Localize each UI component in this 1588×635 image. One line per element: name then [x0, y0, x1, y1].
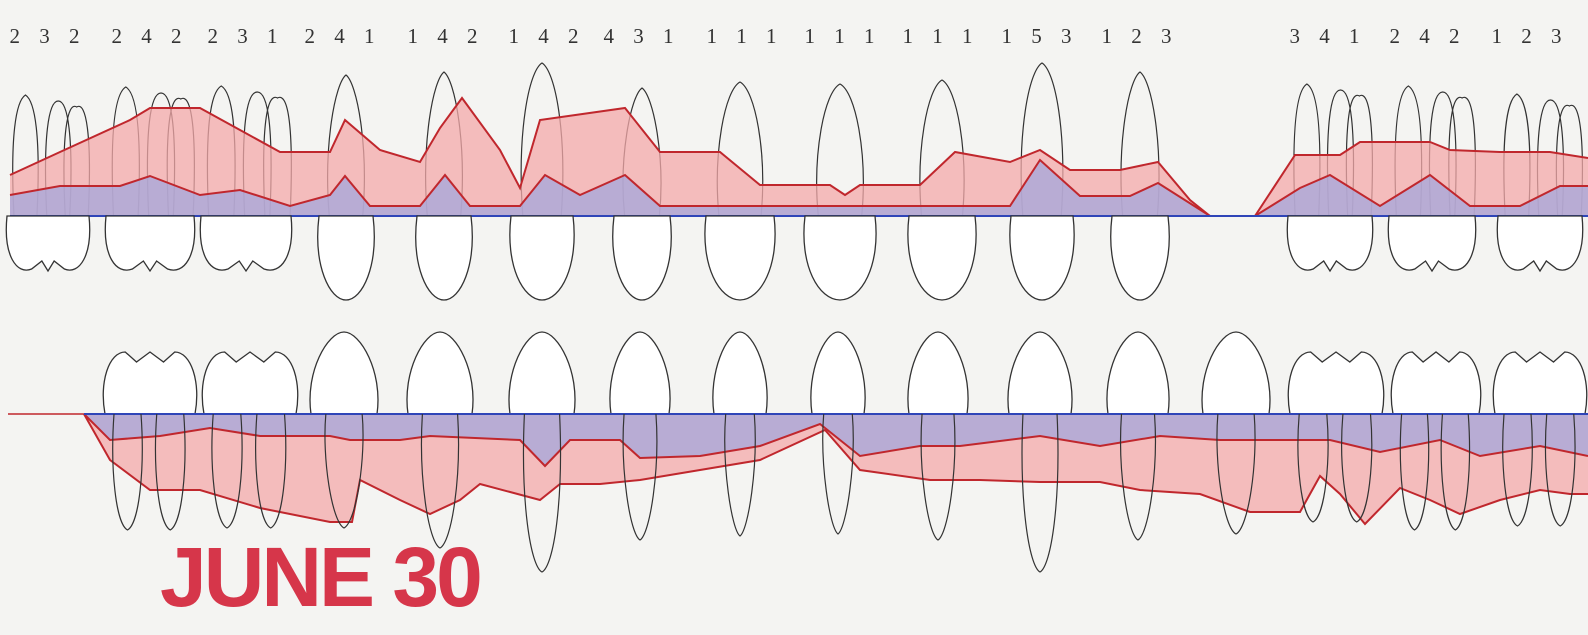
lower-root [920, 413, 956, 541]
probing-depth-label: 1 2 3 [1492, 24, 1569, 48]
probing-depth-label: 3 4 1 [1290, 24, 1367, 48]
upper-tooth-crowns [5, 215, 1584, 301]
upper-crown [1496, 215, 1584, 273]
lower-crown [309, 331, 379, 415]
lower-root [1440, 413, 1471, 531]
upper-crown [803, 215, 877, 301]
lower-crown [406, 331, 474, 415]
upper-crown [509, 215, 575, 301]
upper-recession-fill [10, 98, 1588, 216]
probing-depth-label: 1 5 3 [1002, 24, 1079, 48]
probing-depth-label: 1 1 1 [707, 24, 784, 48]
upper-crown [199, 215, 293, 273]
upper-root [816, 83, 864, 217]
probing-depth-labels: 2 3 2 2 4 2 2 3 1 2 4 1 1 4 2 1 4 2 4 3 1 1 1 1… [10, 24, 1569, 48]
probing-depth-label: 2 4 2 [112, 24, 189, 48]
lower-crown [1492, 351, 1588, 415]
upper-crown [907, 215, 977, 301]
upper-crown [5, 215, 91, 273]
lower-crown [907, 331, 969, 415]
lower-root [211, 413, 243, 529]
lower-root [154, 413, 186, 531]
lower-root [1120, 413, 1156, 541]
lower-attachment-line [83, 413, 1588, 526]
lower-root [1297, 413, 1329, 523]
lower-root [822, 413, 854, 535]
probing-depth-label: 2 4 1 [305, 24, 382, 48]
lower-root [724, 413, 756, 537]
upper-crown [1009, 215, 1075, 301]
lower-root [622, 413, 658, 541]
upper-crown [317, 215, 375, 301]
lower-root [324, 413, 364, 529]
lower-pocket-fill [84, 414, 1588, 466]
upper-root [1020, 62, 1064, 217]
upper-crown [415, 215, 473, 301]
lower-probing-line [83, 413, 1588, 468]
lower-crown [712, 331, 768, 415]
lower-root [1341, 413, 1373, 523]
upper-crown [704, 215, 776, 301]
upper-probing-line [9, 158, 1588, 217]
lower-crown [1201, 331, 1271, 415]
lower-tooth-roots [112, 413, 1576, 573]
probing-depth-label: 4 3 1 [604, 24, 681, 48]
lower-root [1216, 413, 1256, 535]
upper-crown [104, 215, 196, 273]
upper-crown [1110, 215, 1170, 301]
upper-pocket-fill [10, 160, 1588, 216]
lower-root [1544, 413, 1576, 527]
date-caption: JUNE 30 [160, 530, 483, 624]
lower-recession-areas [8, 413, 1588, 526]
upper-root [12, 94, 39, 217]
lower-crown [1106, 331, 1170, 415]
lower-crown [102, 351, 198, 415]
lower-tooth-crowns [102, 331, 1588, 415]
probing-depth-label: 1 1 1 [805, 24, 882, 48]
probing-depth-label: 1 4 2 [408, 24, 485, 48]
lower-crown [1287, 351, 1385, 415]
lower-recession-fill [84, 414, 1588, 524]
probing-depth-label: 2 4 2 [1390, 24, 1467, 48]
lower-root [420, 413, 460, 549]
lower-crown [201, 351, 299, 415]
lower-crown [1390, 351, 1482, 415]
probing-depth-label: 2 3 2 [10, 24, 87, 48]
upper-crown [1286, 215, 1374, 273]
upper-attachment-line [9, 96, 1588, 217]
probing-depth-label: 1 1 1 [903, 24, 980, 48]
lower-root [112, 413, 143, 531]
probing-depth-label: 2 3 1 [208, 24, 285, 48]
lower-root [522, 413, 562, 573]
upper-root [1293, 83, 1321, 217]
lower-crown [609, 331, 671, 415]
upper-crown [1387, 215, 1477, 273]
lower-crown [1007, 331, 1073, 415]
lower-crown [508, 331, 576, 415]
lower-root [1399, 413, 1430, 531]
upper-crown [612, 215, 672, 301]
lower-root [255, 413, 287, 529]
probing-depth-label: 1 2 3 [1102, 24, 1179, 48]
lower-root [1021, 413, 1059, 573]
lower-root [1502, 413, 1533, 527]
probing-depth-label: 1 4 2 [509, 24, 586, 48]
lower-crown [810, 331, 866, 415]
upper-root [1120, 71, 1160, 217]
